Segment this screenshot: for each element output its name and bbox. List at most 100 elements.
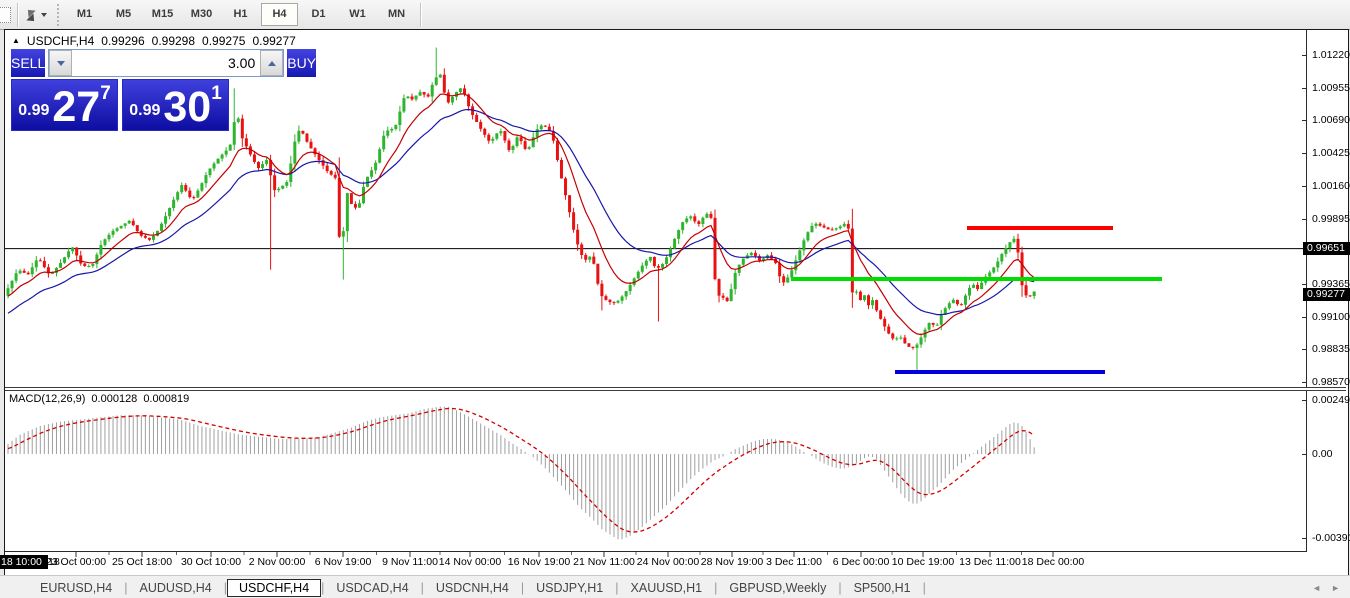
time-axis-strip (5, 552, 1346, 573)
price-tick-label: 0.99100 (1312, 310, 1350, 323)
chart-window-icon[interactable] (0, 6, 11, 23)
ohlc-low: 0.99275 (202, 34, 246, 48)
tab-USDCAD,H4[interactable]: USDCAD,H4 (336, 580, 409, 595)
macd-tick-label: 0.00 (1312, 448, 1333, 460)
time-tick-label: 23 Oct 00:00 (45, 556, 107, 568)
price-tick-mark (1302, 185, 1307, 187)
time-tick-label: 28 Nov 19:00 (700, 556, 764, 568)
price-tick-mark (1302, 55, 1307, 56)
sell-price-pip: 7 (100, 83, 111, 104)
timeframe-button-H4[interactable]: H4 (261, 3, 298, 26)
tab-scroll-right-icon[interactable]: ► (1331, 582, 1340, 593)
time-tick-label: 6 Nov 19:00 (314, 556, 372, 568)
toolbar-grip[interactable] (57, 3, 59, 26)
tab-separator: | (922, 580, 926, 595)
price-tick-label: 1.00425 (1312, 147, 1350, 160)
tab-XAUUSD,H1[interactable]: XAUUSD,H1 (630, 580, 703, 595)
buy-button[interactable]: BUY (287, 49, 317, 77)
chart-header: ▲ USDCHF,H4 0.99296 0.99298 0.99275 0.99… (12, 34, 296, 48)
time-tick-label: 25 Oct 18:00 (111, 556, 173, 568)
symbol-tabs: EURUSD,H4 | AUDUSD,H4 | USDCHF,H4 | USDCAD,H4 |… (28, 576, 926, 598)
macd-tick-label: -0.003913 (1312, 532, 1350, 545)
time-tick-label: 9 Nov 11:00 (382, 556, 438, 568)
price-tick-label: 0.99365 (1312, 277, 1350, 290)
price-tick-mark (1302, 120, 1307, 122)
volume-decrease-button[interactable] (49, 50, 73, 76)
tab-USDCHF,H4[interactable]: USDCHF,H4 (227, 578, 322, 597)
tab-scroll-left-icon[interactable]: ◄ (1312, 582, 1322, 593)
tab-separator: | (615, 580, 619, 595)
timeframe-button-M5[interactable]: M5 (115, 8, 132, 20)
buy-price-big: 30 (163, 83, 212, 131)
time-tick-label: 13 Dec 11:00 (959, 556, 1021, 568)
timeframe-button-W1[interactable]: W1 (349, 8, 366, 20)
macd-tick-label: 0.002492 (1312, 394, 1350, 407)
toolbar-separator (17, 2, 19, 27)
tab-separator: | (124, 580, 128, 595)
timeframe-button-MN[interactable]: MN (387, 8, 406, 20)
price-tick-mark (1302, 349, 1307, 351)
price-tick-label: 0.98570 (1312, 376, 1350, 388)
macd-tick-mark (1302, 538, 1307, 540)
up-arrow-icon (267, 60, 276, 66)
macd-value-main: 0.000128 (91, 393, 138, 405)
price-tick-mark (1302, 316, 1307, 318)
timeframe-button-M15[interactable]: M15 (151, 8, 174, 20)
tab-GBPUSD,Weekly[interactable]: GBPUSD,Weekly (729, 580, 827, 595)
timeframe-button-H1[interactable]: H1 (233, 8, 248, 20)
time-tick-label: 24 Nov 00:00 (636, 556, 700, 568)
buy-price-pip: 1 (211, 83, 222, 104)
tab-USDJPY,H1[interactable]: USDJPY,H1 (536, 580, 604, 595)
time-tick-label: 10 Dec 19:00 (891, 556, 955, 568)
time-tick-label: 18 (48, 556, 60, 568)
macd-value-signal: 0.000819 (143, 393, 190, 405)
sell-button[interactable]: SELL (11, 49, 46, 77)
tab-separator: | (520, 580, 525, 595)
volume-input[interactable] (72, 50, 261, 76)
pane-divider[interactable] (5, 387, 1346, 388)
timeframe-toolbar: M1 M5 M15 M30 H1 H4 D1 W1 MN (65, 0, 416, 29)
time-cursor-badge: 18 10:00 (0, 555, 48, 569)
tab-AUDUSD,H4[interactable]: AUDUSD,H4 (139, 580, 212, 595)
time-tick-label: 2 Nov 00:00 (248, 556, 306, 568)
buy-price-prefix: 0.99 (129, 102, 161, 119)
price-tick-mark (1302, 153, 1307, 155)
sell-price-big: 27 (52, 83, 101, 131)
time-tick-label: 3 Dec 11:00 (766, 556, 822, 568)
macd-pane[interactable] (5, 391, 1307, 552)
arrange-windows-icon[interactable] (25, 5, 47, 25)
tab-separator: | (321, 580, 325, 595)
volume-increase-button[interactable] (260, 50, 284, 76)
price-tick-mark (1302, 283, 1307, 285)
macd-label: MACD(12,26,9) 0.000128 0.000819 (9, 393, 189, 405)
collapse-triangle-icon[interactable]: ▲ (12, 36, 20, 45)
tab-separator: | (838, 580, 842, 595)
buy-price-box[interactable]: 0.99 30 1 (122, 79, 229, 131)
tab-EURUSD,H4[interactable]: EURUSD,H4 (40, 580, 113, 595)
timeframe-button-D1[interactable]: D1 (311, 8, 326, 20)
time-tick-label: 6 Dec 00:00 (832, 556, 890, 568)
volume-spinner (48, 49, 285, 77)
tab-scroll-arrows: ◄ ► (1312, 576, 1340, 598)
sell-price-prefix: 0.99 (18, 102, 50, 119)
tab-USDCNH,H4[interactable]: USDCNH,H4 (435, 580, 509, 595)
tab-SP500,H1[interactable]: SP500,H1 (853, 580, 911, 595)
chart-window: ▲ USDCHF,H4 0.99296 0.99298 0.99275 0.99… (4, 29, 1349, 576)
timeframe-button-M1[interactable]: M1 (76, 8, 93, 20)
price-tick-label: 0.98835 (1312, 343, 1350, 356)
time-tick-label: 14 Nov 00:00 (438, 556, 502, 568)
pane-divider (5, 390, 1346, 391)
ohlc-close: 0.99277 (252, 34, 296, 48)
time-tick-label: 30 Oct 10:00 (180, 556, 242, 568)
ohlc-high: 0.99298 (151, 34, 196, 48)
price-tick-mark (1302, 382, 1307, 383)
ohlc-open: 0.99296 (101, 34, 145, 48)
price-tick-label: 1.00690 (1312, 114, 1350, 127)
last-price-badge: 0.99651 (1303, 242, 1350, 256)
toolbar: M1 M5 M15 M30 H1 H4 D1 W1 MN (0, 0, 1350, 30)
timeframe-button-M30[interactable]: M30 (190, 8, 213, 20)
sell-price-box[interactable]: 0.99 27 7 (11, 79, 118, 131)
macd-name: MACD(12,26,9) (9, 393, 86, 405)
dropdown-arrow-icon[interactable] (41, 12, 47, 17)
one-click-trade-panel: SELL BUY 0.99 27 7 (11, 49, 317, 131)
